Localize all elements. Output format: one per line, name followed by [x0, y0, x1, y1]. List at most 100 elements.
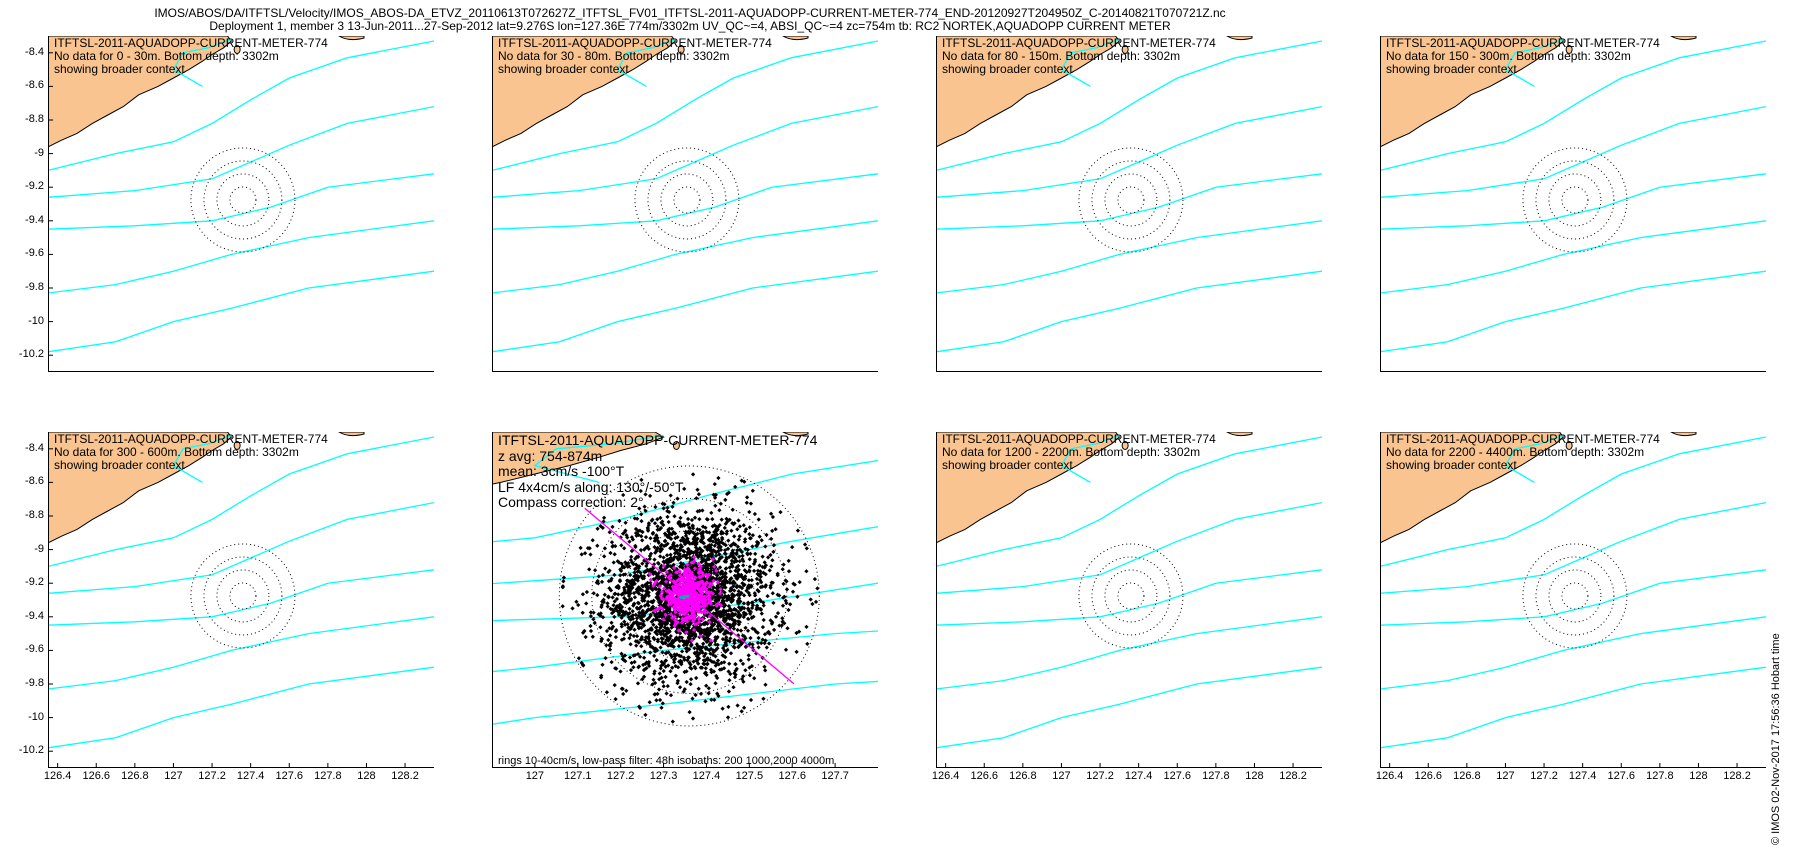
- raw-velocity-point: [637, 654, 643, 659]
- raw-velocity-point: [747, 641, 753, 647]
- raw-velocity-point: [747, 525, 752, 530]
- lowpass-velocity-point: [652, 608, 657, 613]
- raw-velocity-point: [576, 602, 581, 608]
- raw-velocity-point: [756, 645, 761, 650]
- raw-velocity-point: [761, 696, 766, 701]
- raw-velocity-point: [759, 640, 764, 646]
- raw-velocity-point: [634, 633, 640, 639]
- raw-velocity-point: [715, 646, 720, 651]
- raw-velocity-point: [711, 669, 717, 674]
- isobath-line-4: [492, 220, 878, 294]
- x-tick-label: 126.6: [82, 770, 111, 782]
- raw-velocity-point: [665, 505, 670, 510]
- raw-velocity-point: [621, 611, 627, 616]
- raw-velocity-point: [588, 613, 594, 619]
- raw-velocity-point: [595, 543, 600, 548]
- raw-velocity-point: [578, 545, 583, 551]
- raw-velocity-point: [612, 552, 617, 557]
- raw-velocity-point: [650, 530, 656, 536]
- raw-velocity-point: [763, 682, 768, 687]
- raw-velocity-point: [753, 551, 758, 557]
- raw-velocity-point: [739, 572, 744, 578]
- raw-velocity-point: [639, 518, 644, 524]
- land-sliver: [1670, 432, 1697, 437]
- raw-velocity-point: [696, 492, 702, 497]
- panel-text-title: ITFTSL-2011-AQUADOPP-CURRENT-METER-774: [54, 36, 328, 50]
- isobath-coastal: [1504, 38, 1564, 87]
- axes-frame: [936, 432, 1322, 768]
- raw-velocity-point: [708, 563, 714, 568]
- raw-velocity-point: [766, 641, 772, 646]
- raw-velocity-point: [763, 544, 768, 549]
- raw-velocity-point: [653, 504, 658, 510]
- raw-velocity-point: [647, 700, 652, 705]
- raw-velocity-point: [794, 649, 799, 655]
- raw-velocity-point: [670, 719, 675, 724]
- y-tick-label: -10: [28, 314, 44, 327]
- raw-velocity-point: [661, 555, 666, 560]
- raw-velocity-point: [610, 544, 615, 549]
- raw-velocity-point: [747, 531, 752, 537]
- raw-velocity-point: [640, 538, 645, 543]
- raw-velocity-point: [599, 579, 605, 585]
- raw-velocity-point: [692, 664, 697, 670]
- isobath-line-3: [936, 173, 1322, 230]
- lowpass-velocity-point: [695, 609, 700, 614]
- isobath-line-3: [1380, 173, 1766, 230]
- raw-velocity-point: [635, 681, 641, 686]
- raw-velocity-point: [614, 666, 619, 671]
- raw-velocity-point: [718, 613, 723, 618]
- raw-velocity-point: [700, 508, 705, 513]
- raw-velocity-point: [775, 610, 781, 616]
- isobath-line-1: [936, 40, 1322, 172]
- raw-velocity-point: [658, 554, 663, 559]
- raw-velocity-point: [704, 683, 709, 688]
- raw-velocity-point: [640, 561, 645, 566]
- raw-velocity-point: [690, 472, 696, 477]
- raw-velocity-point: [685, 546, 691, 552]
- lowpass-velocity-point: [689, 570, 694, 575]
- raw-velocity-point: [652, 649, 658, 654]
- raw-velocity-point: [643, 712, 648, 718]
- raw-velocity-point: [645, 526, 651, 532]
- raw-velocity-point: [681, 553, 687, 558]
- raw-velocity-point: [750, 603, 756, 608]
- raw-velocity-point: [747, 564, 753, 569]
- lowpass-velocity-point: [676, 568, 682, 574]
- lowpass-velocity-point: [717, 591, 723, 596]
- raw-velocity-point: [624, 600, 629, 606]
- raw-velocity-point: [675, 496, 680, 501]
- isobath-line-4: [492, 630, 878, 673]
- raw-velocity-point: [718, 571, 723, 577]
- raw-velocity-point: [720, 599, 725, 604]
- raw-velocity-point: [726, 689, 732, 694]
- raw-velocity-point: [694, 496, 699, 501]
- raw-velocity-point: [684, 642, 689, 648]
- lowpass-velocity-point: [691, 627, 697, 633]
- raw-velocity-point: [631, 590, 637, 596]
- raw-velocity-point: [736, 537, 741, 542]
- raw-velocity-point: [703, 645, 709, 650]
- raw-velocity-point: [733, 661, 738, 667]
- raw-velocity-point: [698, 691, 704, 697]
- raw-velocity-point: [696, 628, 701, 633]
- raw-velocity-point: [659, 546, 665, 552]
- x-tick-label: 128.2: [1723, 770, 1751, 782]
- island: [1121, 44, 1129, 54]
- x-tick-label: 127.6: [778, 770, 806, 782]
- panel-text-title: ITFTSL-2011-AQUADOPP-CURRENT-METER-774: [1386, 36, 1660, 50]
- raw-velocity-point: [605, 601, 610, 606]
- raw-velocity-point: [722, 548, 728, 553]
- isobath-line-2: [48, 501, 434, 594]
- lowpass-velocity-point: [684, 577, 689, 583]
- raw-velocity-point: [639, 477, 644, 483]
- panel-text-line2: No data for 300 - 600m. Bottom depth: 33…: [54, 445, 299, 459]
- raw-velocity-point: [627, 611, 632, 616]
- raw-velocity-point: [590, 538, 595, 543]
- lowpass-velocity-point: [694, 581, 699, 586]
- raw-velocity-point: [710, 516, 715, 522]
- raw-velocity-point: [642, 547, 647, 552]
- raw-velocity-point: [654, 533, 659, 538]
- raw-velocity-point: [676, 643, 682, 649]
- raw-velocity-point: [773, 527, 778, 532]
